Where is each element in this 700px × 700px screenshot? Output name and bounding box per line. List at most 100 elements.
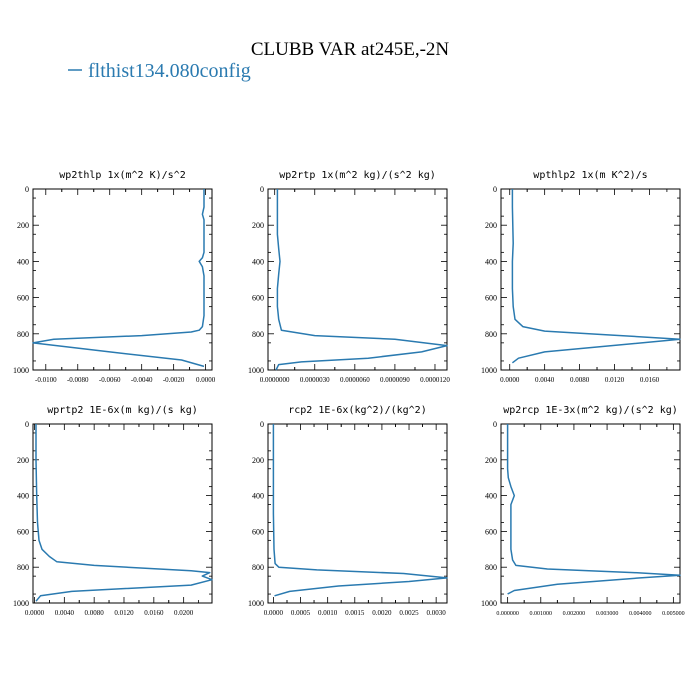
x-tick-label: 0.0000 [500,376,520,384]
panel-title: wpthlp2 1x(m K^2)/s [533,170,647,181]
y-tick-label: 600 [485,294,497,303]
series-line [272,424,448,597]
y-tick-label: 0 [260,185,264,194]
panel-5: rcp2 1E-6x(kg^2)/(kg^2) 0 200 400 600 800 1000… [248,405,448,617]
panel-2: wp2rtp 1x(m^2 kg)/(s^2 kg) 0 200 400 600 800 1… [248,170,450,384]
panel-title: wp2rtp 1x(m^2 kg)/(s^2 kg) [279,170,436,181]
y-tick-label: 1000 [248,366,264,375]
plot-frame [32,188,213,371]
x-tick-label: 0.0000030 [300,376,330,384]
legend: flthist134.080config [68,60,251,82]
y-tick-label: 400 [17,492,29,501]
y-tick-label: 800 [17,563,29,572]
panels: wp2thlp 1x(m^2 K)/s^2 0 200 400 600 800 1000 -0… [13,170,685,617]
x-tick-label: 0.0020 [372,609,392,617]
plot-frame [32,423,213,604]
plot-frame [500,423,681,604]
y-tick-label: 800 [485,330,497,339]
x-tick-label: 0.002000 [563,611,586,617]
plot-frame [267,188,448,371]
x-tick-label: 0.0200 [174,609,194,617]
x-tick-label: 0.0015 [345,609,365,617]
y-tick-label: 400 [17,257,29,266]
x-tick-label: 0.0160 [640,376,660,384]
panel-title: wp2thlp 1x(m^2 K)/s^2 [59,170,185,181]
y-tick-label: 1000 [13,366,29,375]
y-tick-label: 1000 [13,599,29,608]
legend-label: flthist134.080config [88,60,251,82]
x-tick-label: -0.0100 [35,376,57,384]
y-tick-label: 800 [252,563,264,572]
y-tick-label: 800 [252,330,264,339]
y-tick-label: 600 [485,527,497,536]
panel-4: wprtp2 1E-6x(m kg)/(s kg) 0 200 400 600 800 10… [13,405,213,617]
plot-frame [267,423,448,604]
figure-title: CLUBB VAR at245E,-2N [251,39,450,60]
x-tick-label: 0.0040 [535,376,555,384]
x-tick-label: 0.0000 [196,376,216,384]
x-tick-label: 0.000000 [496,611,519,617]
y-tick-label: 200 [17,221,29,230]
y-tick-label: 400 [252,492,264,501]
y-tick-label: 600 [252,527,264,536]
y-tick-label: 800 [17,330,29,339]
x-tick-label: 0.0000120 [420,376,450,384]
y-tick-label: 400 [252,257,264,266]
x-tick-label: -0.0060 [99,376,121,384]
y-tick-label: 400 [485,492,497,501]
x-tick-label: 0.0000090 [380,376,410,384]
y-tick-label: 600 [252,294,264,303]
x-tick-label: -0.0020 [163,376,185,384]
x-tick-label: 0.0010 [318,609,338,617]
x-tick-label: 0.003000 [596,611,619,617]
x-tick-label: -0.0080 [67,376,89,384]
x-tick-label: 0.004000 [629,611,652,617]
y-tick-label: 200 [485,456,497,465]
x-tick-label: 0.0080 [85,609,105,617]
x-tick-label: 0.0120 [605,376,625,384]
x-tick-label: 0.0025 [399,609,419,617]
y-tick-label: 1000 [481,599,497,608]
y-tick-label: 1000 [248,599,264,608]
x-tick-label: 0.0005 [291,609,311,617]
y-tick-label: 0 [493,420,497,429]
y-tick-label: 600 [17,294,29,303]
y-tick-label: 600 [17,527,29,536]
y-tick-label: 0 [25,420,29,429]
series-line [275,189,448,371]
x-tick-label: -0.0040 [131,376,153,384]
x-tick-label: 0.0000000 [260,376,290,384]
y-tick-label: 400 [485,257,497,266]
y-tick-label: 1000 [481,366,497,375]
series-line [506,424,681,595]
panel-6: wp2rcp 1E-3x(m^2 kg)/(s^2 kg) 0 200 400 600 8… [481,405,685,617]
x-tick-label: 0.0030 [427,609,447,617]
y-tick-label: 200 [252,456,264,465]
y-tick-label: 0 [493,185,497,194]
x-tick-label: 0.0040 [55,609,75,617]
x-tick-label: 0.0000060 [340,376,370,384]
y-tick-label: 200 [485,221,497,230]
y-tick-label: 0 [25,185,29,194]
panel-1: wp2thlp 1x(m^2 K)/s^2 0 200 400 600 800 1000 -0… [13,170,216,384]
series-line [35,424,213,602]
x-tick-label: 0.0000 [264,609,284,617]
panel-3: wpthlp2 1x(m K^2)/s020040060080010000.00… [481,170,681,384]
series-line [32,189,205,368]
panel-title: rcp2 1E-6x(kg^2)/(kg^2) [288,405,426,416]
x-tick-label: 0.0080 [570,376,590,384]
plot-frame [500,188,681,371]
series-line [511,189,681,364]
x-tick-label: 0.0160 [144,609,164,617]
y-tick-label: 200 [252,221,264,230]
x-tick-label: 0.005000 [662,611,685,617]
y-tick-label: 200 [17,456,29,465]
y-tick-label: 800 [485,563,497,572]
x-tick-label: 0.0000 [25,609,45,617]
panel-title: wprtp2 1E-6x(m kg)/(s kg) [47,405,198,416]
x-tick-label: 0.001000 [530,611,553,617]
y-tick-label: 0 [260,420,264,429]
panel-title: wp2rcp 1E-3x(m^2 kg)/(s^2 kg) [503,405,678,416]
x-tick-label: 0.0120 [114,609,134,617]
